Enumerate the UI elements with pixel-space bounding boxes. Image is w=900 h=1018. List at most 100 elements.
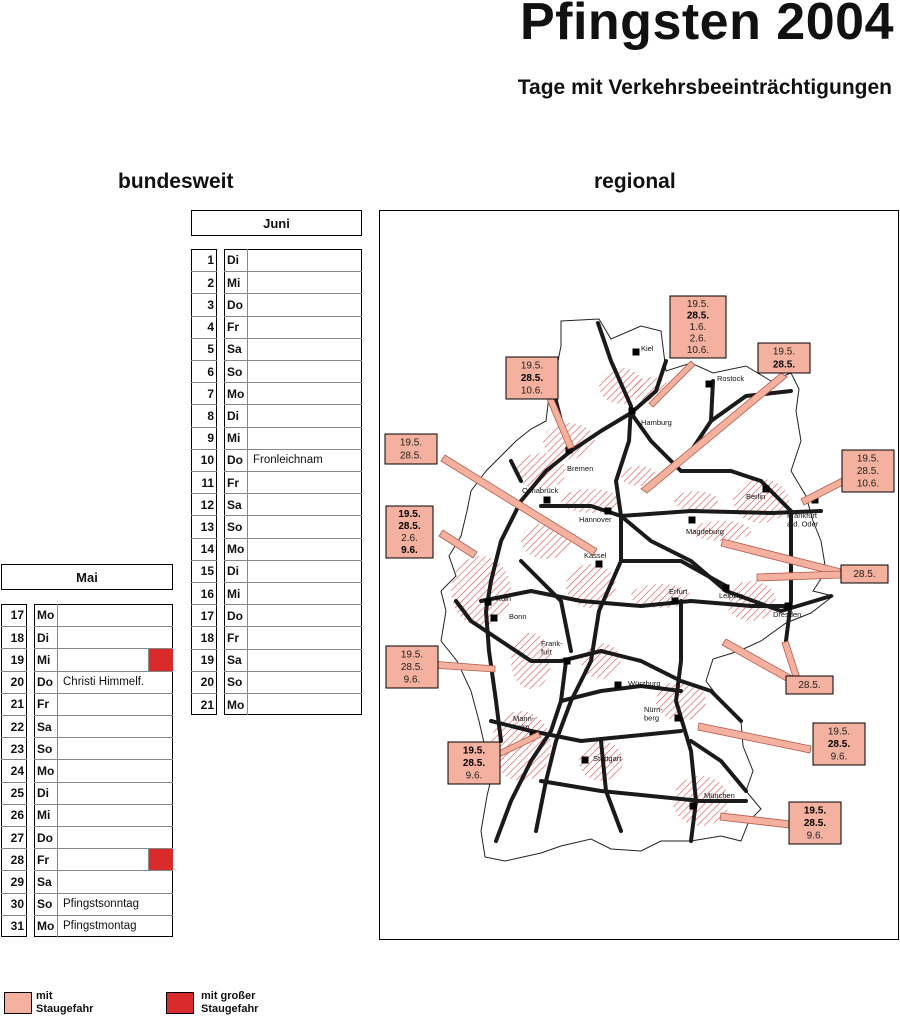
- weekday: Mo: [34, 604, 58, 627]
- date-box-frankfurt-oder: 19.5. 28.5. 10.6.: [841, 449, 895, 493]
- city-square-icon: [811, 496, 819, 504]
- day-number: 6: [191, 360, 217, 382]
- city-köln: Köln: [484, 594, 511, 606]
- day-note: [58, 737, 173, 759]
- date-line: 2.6.: [401, 533, 418, 544]
- date-line: 19.5.: [687, 299, 709, 310]
- day-number: 28: [1, 848, 27, 870]
- weekday: Di: [224, 559, 248, 582]
- day-number: 13: [191, 515, 217, 537]
- day-number: 29: [1, 870, 27, 892]
- day-note: [248, 271, 362, 293]
- city-square-icon: [565, 446, 573, 454]
- calendar-day-row: 7 Mo: [191, 382, 362, 405]
- day-note: [248, 604, 362, 626]
- date-box-dresden: 28.5.: [785, 675, 834, 695]
- calendar-day-row: 23 So: [1, 737, 173, 760]
- calendar-day-row: 19 Sa: [191, 648, 362, 671]
- day-note: [248, 360, 362, 382]
- weekday: Mi: [224, 426, 248, 449]
- day-note: [58, 759, 173, 781]
- day-note: [58, 715, 173, 737]
- calendar-day-row: 27 Do: [1, 826, 173, 849]
- calendar-day-row: 15 Di: [191, 559, 362, 582]
- day-note: [248, 648, 362, 671]
- date-box-rostock: 19.5. 28.5.: [757, 342, 811, 374]
- weekday: Mi: [224, 582, 248, 605]
- weekday: Do: [34, 670, 58, 693]
- weekday: Mi: [224, 271, 248, 294]
- calendar-day-row: 28 Fr: [1, 848, 173, 871]
- calendar-day-row: 12 Sa: [191, 493, 362, 516]
- day-number: 31: [1, 914, 27, 937]
- weekday: Fr: [34, 848, 58, 871]
- callout-arrows: [430, 360, 850, 829]
- day-note: Christi Himmelf.: [58, 670, 173, 693]
- city-label: Köln: [496, 594, 511, 603]
- calendar-may: 17 Mo 18 Di 19 Mi 20 Do Christi Himmelf. 21 Fr 22 Sa…: [1, 604, 173, 940]
- weekday: Sa: [224, 337, 248, 360]
- day-number: 21: [191, 693, 217, 715]
- date-line: 1.6.: [690, 322, 707, 333]
- month-label: Mai: [76, 569, 98, 585]
- city-magdeburg: Magdeburg: [686, 516, 724, 536]
- calendar-day-row: 18 Fr: [191, 626, 362, 649]
- city-label: berg: [644, 714, 659, 723]
- day-number: 26: [1, 803, 27, 826]
- section-heading-regional: regional: [594, 170, 676, 193]
- date-line: 28.5.: [687, 310, 709, 321]
- calendar-day-row: 13 So: [191, 515, 362, 538]
- day-note: [248, 626, 362, 648]
- city-label: furt: [541, 648, 553, 657]
- weekday: Mi: [34, 648, 58, 671]
- city-label: Stuttgart: [593, 754, 622, 763]
- day-note: [58, 826, 173, 848]
- weekday: Sa: [34, 870, 58, 893]
- date-box-nuernberg: 19.5. 28.5. 9.6.: [812, 722, 866, 766]
- date-box-kassel: 19.5. 28.5.: [384, 433, 438, 465]
- weekday: Mo: [224, 693, 248, 716]
- date-line: 19.5.: [521, 360, 543, 371]
- date-box-stuttgart: 19.5. 28.5. 9.6.: [447, 741, 501, 785]
- weekday: Di: [34, 781, 58, 804]
- day-number: 18: [191, 626, 217, 648]
- day-number: 22: [1, 715, 27, 737]
- day-note: [58, 626, 173, 648]
- date-line: 10.6.: [687, 345, 709, 356]
- city-label: Mann-: [513, 714, 535, 723]
- day-detail-column: [34, 604, 173, 937]
- date-line: 28.5.: [828, 739, 850, 750]
- day-note: Pfingstsonntag: [58, 892, 173, 915]
- day-note: [248, 693, 362, 715]
- legend-swatch-high-jam-risk: [166, 992, 194, 1014]
- day-note: [248, 404, 362, 426]
- calendar-june: 1 Di 2 Mi 3 Do 4 Fr 5 Sa 6 So 7 Mo 8 Di 9 Mi 10 Do Fronleich…: [191, 249, 362, 716]
- date-line: 28.5.: [804, 818, 826, 829]
- weekday: Do: [224, 448, 248, 471]
- date-line: 28.5.: [798, 680, 820, 691]
- date-line: 28.5.: [400, 451, 422, 462]
- weekday: Mi: [34, 803, 58, 826]
- city-stuttgart: Stuttgart: [581, 754, 622, 764]
- regional-map-frame: Kiel Rostock Hamburg Bremen Berlin Osnabrück H…: [379, 210, 899, 940]
- day-number: 18: [1, 626, 27, 648]
- date-line: 28.5.: [521, 373, 543, 384]
- city-kiel: Kiel: [632, 344, 654, 356]
- calendar-day-row: 29 Sa: [1, 870, 173, 893]
- germany-map: Kiel Rostock Hamburg Bremen Berlin Osnabrück H…: [384, 295, 895, 862]
- day-number: 14: [191, 537, 217, 560]
- date-line: 9.6.: [404, 675, 421, 686]
- date-line: 9.6.: [831, 752, 848, 763]
- legend-swatch-jam-risk: [4, 992, 32, 1014]
- day-note: [248, 293, 362, 315]
- day-number: 21: [1, 692, 27, 715]
- city-label: Rostock: [717, 374, 744, 383]
- day-note: [248, 426, 362, 449]
- calendar-day-row: 11 Fr: [191, 471, 362, 494]
- day-note: [58, 604, 173, 626]
- city-label: Hannover: [579, 515, 612, 524]
- calendar-day-row: 10 Do Fronleichnam: [191, 448, 362, 471]
- city-dresden: Dresden: [773, 602, 801, 619]
- weekday: Do: [34, 826, 58, 849]
- day-note: Fronleichnam: [248, 448, 362, 471]
